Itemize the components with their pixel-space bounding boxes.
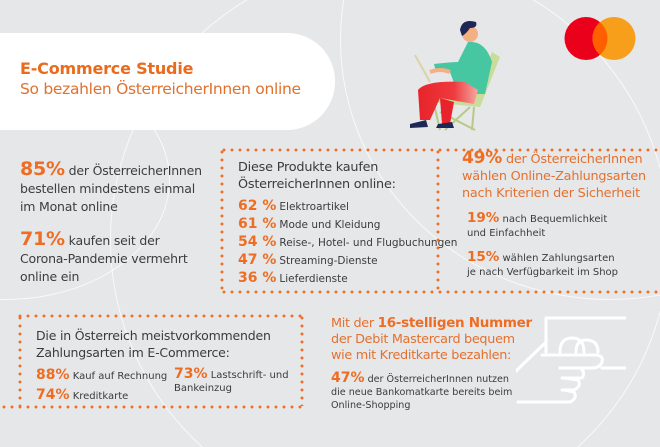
dotted-border (18, 314, 22, 406)
product-row: 36 % Lieferdienste (238, 270, 348, 286)
product-row: 61 % Mode und Kleidung (238, 216, 381, 232)
dotted-border (220, 148, 224, 292)
dotted-border (0, 405, 304, 409)
product-row: 62 % Elektroartikel (238, 198, 349, 214)
dotted-border (220, 148, 660, 152)
stat-monthly-orders: 85% der ÖsterreicherInnen bestellen mind… (20, 158, 202, 215)
dotted-border (16, 314, 304, 318)
debit-mastercard-info: Mit der 16-stelligen Nummer der Debit Ma… (331, 315, 541, 412)
dotted-border (436, 148, 440, 292)
dotted-border (220, 290, 660, 294)
stat-value: 71% (20, 228, 65, 250)
payment-item: 88% Kauf auf Rechnung (36, 367, 168, 383)
payment-item: 74% Kreditkarte (36, 387, 129, 403)
payment-methods-box: Die in Österreich meistvorkommenden Zahl… (36, 327, 289, 402)
dotted-border (300, 314, 304, 406)
debit-lead: Mit der 16-stelligen Nummer der Debit Ma… (331, 315, 532, 363)
payment-item: 73% Lastschrift- und Bankeinzug (174, 366, 289, 394)
payments-heading: Die in Österreich meistvorkommenden Zahl… (36, 328, 271, 360)
stat-pandemic-increase: 71% kaufen seit der Corona-Pandemie verm… (20, 228, 188, 285)
convenience-stat: 19% nach Bequemlichkeit und Einfachheit (467, 210, 608, 239)
title-banner: E-Commerce Studie So bezahlen Österreich… (0, 33, 335, 130)
product-row: 54 % Reise-, Hotel- und Flugbuchungen (238, 234, 458, 250)
page-title: E-Commerce Studie (20, 59, 194, 78)
person-with-laptop-illustration (410, 21, 500, 131)
security-lead: 49% der ÖsterreicherInnen wählen Online-… (462, 148, 646, 202)
security-stats: 49% der ÖsterreicherInnen wählen Online-… (462, 150, 660, 280)
stat-value: 85% (20, 158, 65, 180)
page-subtitle: So bezahlen ÖsterreicherInnen online (20, 80, 301, 98)
mastercard-logo (564, 17, 636, 60)
product-row: 47 % Streaming-Dienste (238, 252, 378, 268)
hand-holding-card-icon (516, 316, 626, 404)
availability-stat: 15% wählen Zahlungsarten je nach Verfügb… (467, 249, 619, 278)
products-heading: Diese Produkte kaufen ÖsterreicherInnen … (238, 160, 396, 192)
products-box: Diese Produkte kaufen ÖsterreicherInnen … (238, 159, 457, 287)
debit-usage-stat: 47% der ÖsterreicherInnen nutzen die neu… (331, 370, 513, 411)
